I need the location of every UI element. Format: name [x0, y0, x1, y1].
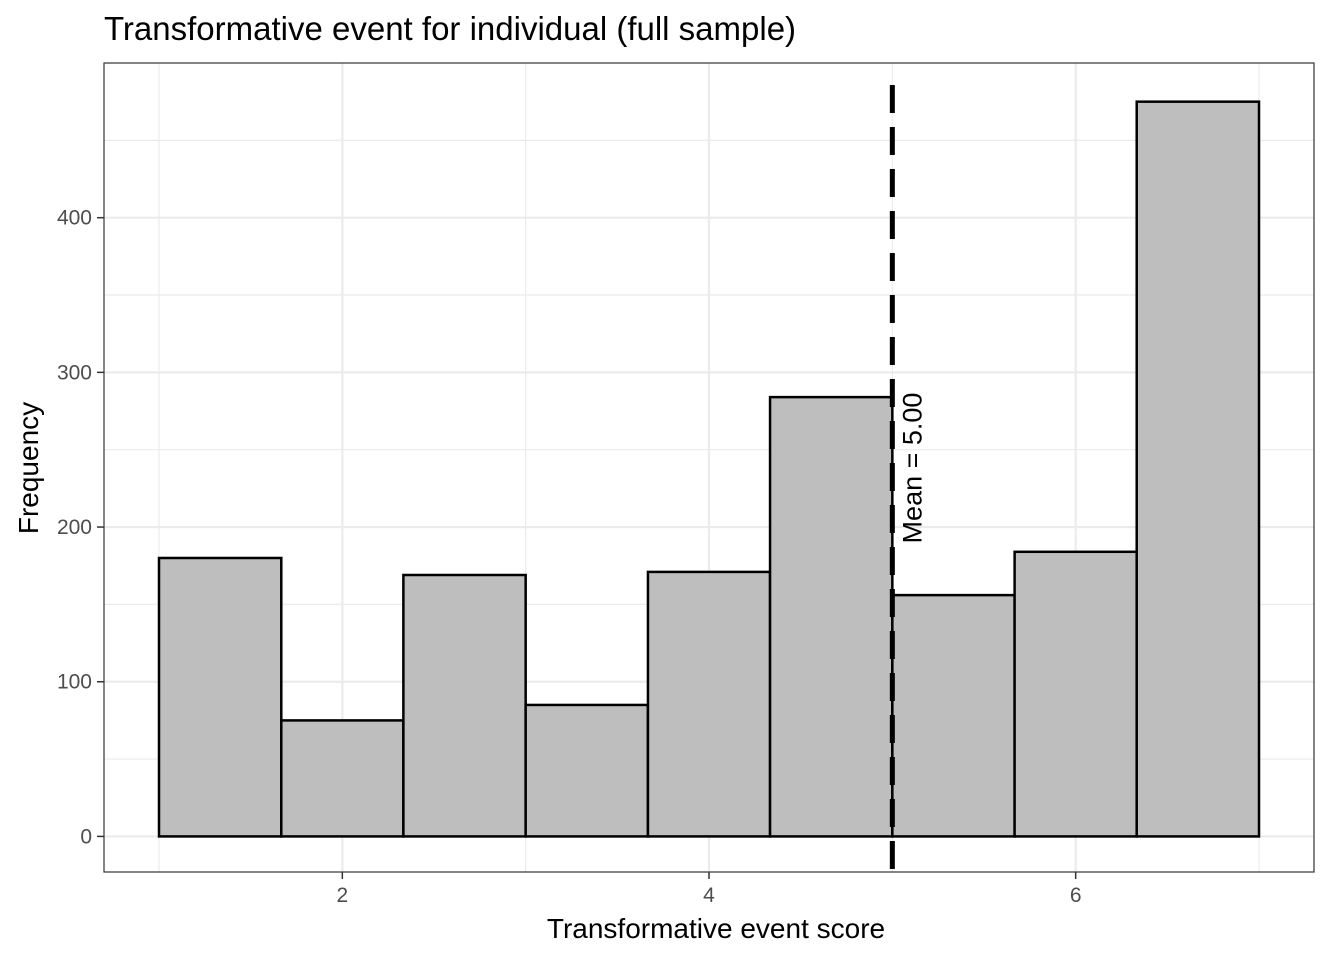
y-axis: 0 100 200 300 400	[57, 207, 104, 848]
mean-label: Mean = 5.00	[897, 393, 927, 544]
histogram-bar	[646, 570, 772, 838]
histogram-bar	[1135, 100, 1261, 838]
y-tick-label: 300	[57, 361, 92, 384]
x-tick-label: 6	[1070, 884, 1082, 907]
histogram-bar	[524, 703, 650, 838]
y-axis-title: Frequency	[13, 402, 44, 534]
y-tick-label: 100	[57, 671, 92, 694]
chart-title: Transformative event for individual (ful…	[104, 10, 796, 47]
histogram-bar	[280, 719, 405, 838]
x-axis-title: Transformative event score	[547, 913, 885, 944]
y-tick-label: 0	[80, 825, 92, 848]
y-tick-label: 400	[57, 207, 92, 230]
histogram-bar	[768, 395, 894, 838]
x-tick-label: 4	[703, 884, 715, 907]
histogram-bars	[157, 100, 1261, 838]
histogram-bar	[402, 573, 527, 838]
histogram-bar	[891, 593, 1016, 838]
y-tick-label: 200	[57, 516, 92, 539]
x-axis: 2 4 6	[336, 872, 1082, 907]
x-tick-label: 2	[336, 884, 348, 907]
histogram-bar	[157, 556, 283, 838]
histogram-bar	[1013, 550, 1138, 838]
